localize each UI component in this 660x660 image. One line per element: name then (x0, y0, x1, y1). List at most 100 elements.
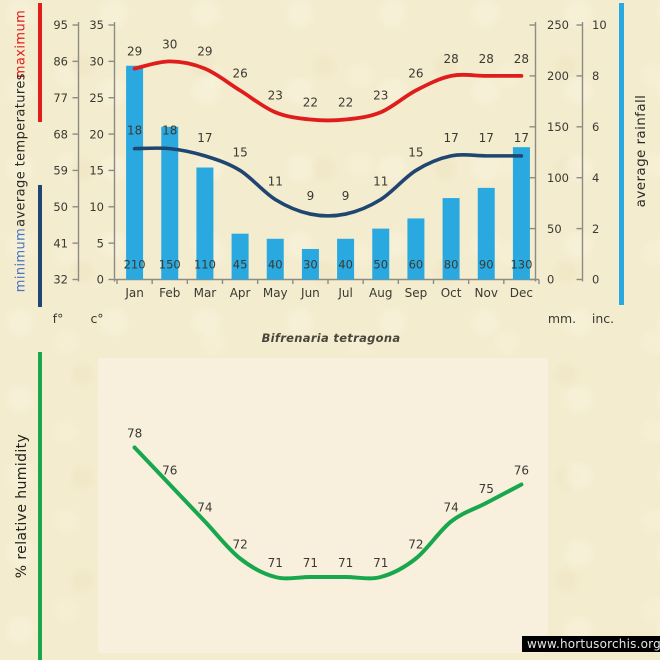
fahrenheit-tick-label: 77 (53, 91, 68, 105)
min-temp-value: 15 (408, 145, 423, 159)
fahrenheit-tick-label: 59 (53, 164, 68, 178)
inches-unit-label: inc. (587, 311, 619, 326)
min-temp-value: 17 (197, 131, 212, 145)
millimeters-tick-label: 200 (547, 69, 569, 83)
millimeters-tick-label: 150 (547, 120, 569, 134)
month-label: Jun (300, 286, 320, 300)
celsius-tick-label: 25 (89, 91, 104, 105)
celsius-tick-label: 30 (89, 55, 104, 69)
month-label: Oct (441, 286, 462, 300)
rainfall-value: 150 (159, 258, 181, 272)
humidity-value: 74 (197, 501, 212, 515)
humidity-value: 76 (162, 464, 177, 478)
month-label: May (263, 286, 288, 300)
max-temp-value: 26 (232, 66, 247, 80)
fahrenheit-tick-label: 41 (53, 236, 68, 250)
max-temp-value: 28 (479, 52, 494, 66)
rainfall-value: 110 (194, 258, 216, 272)
min-temp-value: 11 (373, 175, 388, 189)
humidity-value: 72 (408, 538, 423, 552)
rainfall-bar (126, 66, 143, 280)
rainfall-value: 45 (233, 258, 248, 272)
fahrenheit-tick-label: 95 (53, 18, 68, 32)
month-label: Mar (194, 286, 217, 300)
rainfall-value: 80 (444, 258, 459, 272)
max-temp-value: 22 (303, 96, 318, 110)
rainfall-value: 60 (409, 258, 424, 272)
max-temp-value: 28 (443, 52, 458, 66)
climate-charts-canvas: 9586776859504132353025201510502502001501… (0, 0, 660, 660)
month-label: Sep (405, 286, 428, 300)
fahrenheit-unit-label: f° (42, 311, 74, 326)
climate-diagram-page: maximum average temperatures minimum ave… (0, 0, 660, 660)
species-title: Bifrenaria tetragona (131, 331, 531, 345)
fahrenheit-tick-label: 50 (53, 200, 68, 214)
month-label: Aug (369, 286, 392, 300)
min-temp-value: 17 (514, 131, 529, 145)
month-label: Feb (159, 286, 180, 300)
celsius-tick-label: 35 (89, 18, 104, 32)
humidity-value: 74 (443, 501, 458, 515)
month-label: Jan (124, 286, 144, 300)
rainfall-value: 50 (373, 258, 388, 272)
rainfall-value: 30 (303, 258, 318, 272)
month-label: Jul (337, 286, 352, 300)
min-temp-value: 18 (162, 124, 177, 138)
humidity-value: 71 (268, 556, 283, 570)
inches-tick-label: 0 (592, 273, 599, 287)
max-temp-value: 28 (514, 52, 529, 66)
inches-tick-label: 8 (592, 69, 599, 83)
millimeters-tick-label: 250 (547, 18, 569, 32)
rainfall-value: 130 (510, 258, 532, 272)
min-temp-value: 17 (479, 131, 494, 145)
min-temp-value: 9 (307, 189, 315, 203)
celsius-tick-label: 20 (89, 127, 104, 141)
min-temp-value: 18 (127, 124, 142, 138)
max-temp-value: 23 (373, 88, 388, 102)
fahrenheit-tick-label: 68 (53, 127, 68, 141)
max-temp-value: 30 (162, 37, 177, 51)
max-temp-value: 23 (268, 88, 283, 102)
month-label: Dec (510, 286, 533, 300)
min-temp-value: 17 (443, 131, 458, 145)
humidity-value: 71 (373, 556, 388, 570)
celsius-tick-label: 5 (97, 236, 104, 250)
humidity-value: 78 (127, 427, 142, 441)
max-temp-value: 29 (197, 45, 212, 59)
humidity-value: 71 (338, 556, 353, 570)
celsius-unit-label: c° (81, 311, 113, 326)
celsius-tick-label: 0 (97, 273, 104, 287)
rainfall-value: 210 (124, 258, 146, 272)
humidity-value: 75 (479, 482, 494, 496)
max-temp-value: 29 (127, 45, 142, 59)
humidity-value: 76 (514, 464, 529, 478)
inches-tick-label: 4 (592, 171, 599, 185)
rainfall-bar (372, 229, 389, 280)
maximum-temperature-curve (135, 61, 522, 120)
month-label: Apr (230, 286, 251, 300)
rainfall-value: 40 (338, 258, 353, 272)
rainfall-value: 40 (268, 258, 283, 272)
website-watermark: www.hortusorchis.org (522, 636, 660, 652)
millimeters-tick-label: 0 (547, 273, 554, 287)
min-temp-value: 11 (268, 175, 283, 189)
celsius-tick-label: 10 (89, 200, 104, 214)
max-temp-value: 22 (338, 96, 353, 110)
min-temp-value: 9 (342, 189, 350, 203)
humidity-value: 71 (303, 556, 318, 570)
inches-tick-label: 10 (592, 18, 607, 32)
fahrenheit-tick-label: 86 (53, 55, 68, 69)
fahrenheit-tick-label: 32 (53, 273, 68, 287)
inches-tick-label: 2 (592, 222, 599, 236)
max-temp-value: 26 (408, 66, 423, 80)
month-label: Nov (475, 286, 498, 300)
min-temp-value: 15 (232, 145, 247, 159)
rainfall-value: 90 (479, 258, 494, 272)
minimum-temperature-curve (135, 148, 522, 216)
celsius-tick-label: 15 (89, 164, 104, 178)
millimeters-tick-label: 100 (547, 171, 569, 185)
inches-tick-label: 6 (592, 120, 599, 134)
millimeters-tick-label: 50 (547, 222, 562, 236)
millimeters-unit-label: mm. (546, 311, 578, 326)
humidity-value: 72 (232, 538, 247, 552)
